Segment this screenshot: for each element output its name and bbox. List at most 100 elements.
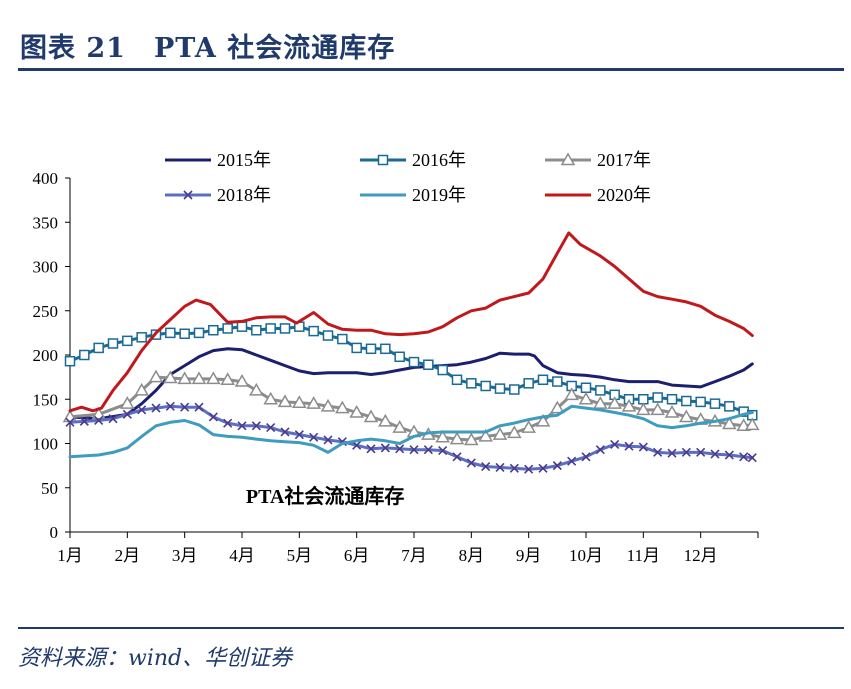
data-point <box>537 374 549 386</box>
data-point <box>466 458 476 468</box>
data-point <box>279 323 291 334</box>
y-tick-label: 350 <box>33 213 59 232</box>
data-point <box>208 324 219 336</box>
legend-marker <box>183 190 193 200</box>
x-tick-label: 1月 <box>57 546 83 565</box>
y-tick-label: 50 <box>41 479 58 498</box>
legend-label: 2018年 <box>217 185 271 205</box>
data-point <box>65 417 75 427</box>
data-point <box>449 431 465 445</box>
data-point <box>151 403 161 413</box>
data-point <box>265 323 276 334</box>
data-point <box>394 351 405 363</box>
x-tick-label: 12月 <box>684 546 718 565</box>
y-tick-label: 100 <box>33 435 59 454</box>
data-point <box>696 447 706 457</box>
data-point <box>478 428 493 442</box>
data-point <box>392 420 407 433</box>
data-point <box>724 401 735 412</box>
x-tick-label: 5月 <box>287 546 313 565</box>
data-point <box>509 384 520 395</box>
data-point <box>251 324 262 336</box>
legend-label: 2016年 <box>412 150 466 170</box>
data-point <box>134 382 149 396</box>
data-point <box>595 385 606 396</box>
x-tick-label: 2月 <box>115 546 141 565</box>
data-point <box>423 445 433 455</box>
data-point <box>507 425 522 439</box>
data-point <box>653 447 663 457</box>
data-point <box>710 449 720 459</box>
data-point <box>408 356 420 368</box>
data-point <box>163 370 178 384</box>
data-point <box>206 371 221 385</box>
data-point <box>624 441 634 451</box>
x-tick-label: 7月 <box>401 546 427 565</box>
data-point <box>294 430 304 440</box>
data-point <box>380 343 391 355</box>
data-point <box>610 439 620 449</box>
legend-label: 2019年 <box>412 185 466 205</box>
data-point <box>466 378 477 389</box>
data-point <box>744 417 760 431</box>
data-point <box>636 402 651 416</box>
data-point <box>681 447 691 457</box>
data-point <box>494 383 506 394</box>
data-point <box>451 374 463 386</box>
data-point <box>581 452 591 462</box>
data-point <box>165 401 175 411</box>
legend-marker <box>560 152 576 166</box>
data-point <box>552 376 563 387</box>
data-point <box>179 328 190 340</box>
data-point <box>249 382 264 396</box>
data-point <box>607 396 622 409</box>
data-point <box>709 398 721 409</box>
data-point <box>263 391 278 405</box>
y-tick-label: 0 <box>50 523 59 542</box>
chart-annotation: PTA社会流通库存 <box>246 484 405 508</box>
data-point <box>79 349 90 361</box>
y-tick-label: 150 <box>33 390 59 409</box>
data-point <box>650 402 665 416</box>
data-point <box>351 342 362 354</box>
data-point <box>64 355 76 367</box>
data-point <box>524 464 534 474</box>
data-point <box>495 462 505 472</box>
data-point <box>593 396 608 409</box>
footer-divider <box>18 627 844 629</box>
data-point <box>323 435 333 445</box>
data-point <box>208 412 218 422</box>
x-tick-label: 4月 <box>229 546 255 565</box>
x-tick-label: 8月 <box>459 546 485 565</box>
data-point <box>481 461 491 472</box>
data-point <box>337 333 348 345</box>
data-point <box>638 442 648 452</box>
data-point <box>667 448 677 458</box>
data-point <box>320 398 336 412</box>
legend-marker <box>377 154 389 166</box>
data-point <box>378 413 393 427</box>
figure-title: 图表 21 PTA 社会流通库存 <box>20 33 396 64</box>
series-line-2 <box>68 325 754 417</box>
data-point <box>191 371 207 385</box>
legend-label: 2015年 <box>217 150 271 170</box>
y-tick-label: 400 <box>33 169 59 188</box>
data-point <box>120 396 135 409</box>
data-point <box>681 395 692 407</box>
data-point <box>550 400 565 414</box>
data-point <box>309 432 319 442</box>
legend-label: 2020年 <box>597 185 651 205</box>
data-point <box>94 415 104 426</box>
data-point <box>79 416 89 426</box>
data-point <box>739 452 749 462</box>
data-point <box>122 409 132 419</box>
data-point <box>437 364 448 376</box>
data-point <box>509 463 519 473</box>
data-point <box>722 416 737 430</box>
data-point <box>595 445 605 455</box>
legend-label: 2017年 <box>597 150 651 170</box>
data-point <box>306 396 321 409</box>
data-point <box>464 432 479 446</box>
data-point <box>165 327 176 339</box>
x-tick-label: 10月 <box>569 546 603 565</box>
